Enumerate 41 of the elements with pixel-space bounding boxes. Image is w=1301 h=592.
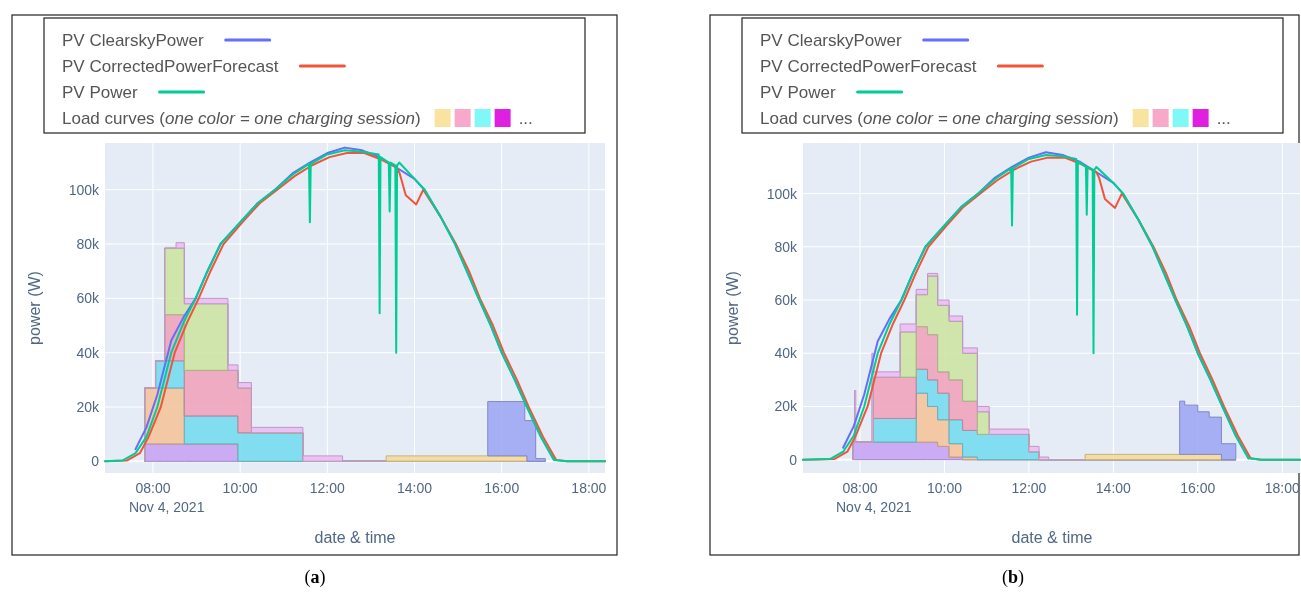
y-tick-label: 100k [766, 185, 798, 202]
y-axis-title: power (W) [26, 271, 43, 345]
y-tick-label: 0 [91, 453, 100, 470]
x-tick-label: 14:00 [396, 480, 433, 496]
y-tick-label: 40k [76, 344, 100, 361]
y-tick-label: 60k [76, 290, 100, 307]
x-tick-label: 16:00 [484, 480, 520, 496]
x-axis-title: date & time [1011, 529, 1093, 546]
y-tick-label: 80k [76, 236, 100, 253]
legend-label: PV CorrectedPowerForecast [62, 57, 279, 76]
x-tick-label: 16:00 [1180, 480, 1216, 496]
legend-label: PV Power [62, 83, 138, 102]
x-tick-label: 18:00 [571, 480, 607, 496]
x-tick-label: 10:00 [926, 480, 963, 496]
x-tick-label: 10:00 [222, 480, 258, 496]
text: Load curves (one color = one charging session) [62, 109, 421, 128]
x-tick-label: 08:00 [135, 480, 171, 496]
text: Nov 4, 2021 [836, 499, 912, 515]
x-tick-label: 08:00 [842, 480, 878, 496]
text: Load curves (one color = one charging session) [760, 109, 1119, 128]
x-tick-label: 12:00 [1011, 480, 1047, 496]
text: ... [1216, 109, 1231, 128]
y-tick-label: 40k [774, 345, 798, 362]
y-tick-label: 20k [774, 398, 798, 415]
x-tick-label: 12:00 [309, 480, 346, 496]
legend-label: PV Power [760, 83, 836, 102]
text: (b) [1001, 567, 1025, 588]
x-axis-title: date & time [314, 529, 396, 546]
x-tick-label: 14:00 [1095, 480, 1132, 496]
text: Nov 4, 2021 [128, 499, 205, 515]
y-tick-label: 20k [76, 399, 100, 415]
text: ... [518, 109, 533, 128]
y-tick-label: 80k [774, 238, 798, 255]
text: (a) [304, 567, 326, 588]
y-tick-label: 0 [789, 451, 798, 468]
y-tick-label: 60k [774, 292, 798, 309]
y-tick-label: 100k [68, 181, 100, 198]
y-axis-title: power (W) [724, 271, 741, 345]
legend-label: PV ClearskyPower [760, 31, 903, 50]
legend-label: PV CorrectedPowerForecast [760, 57, 977, 76]
legend-label: PV ClearskyPower [62, 31, 205, 50]
